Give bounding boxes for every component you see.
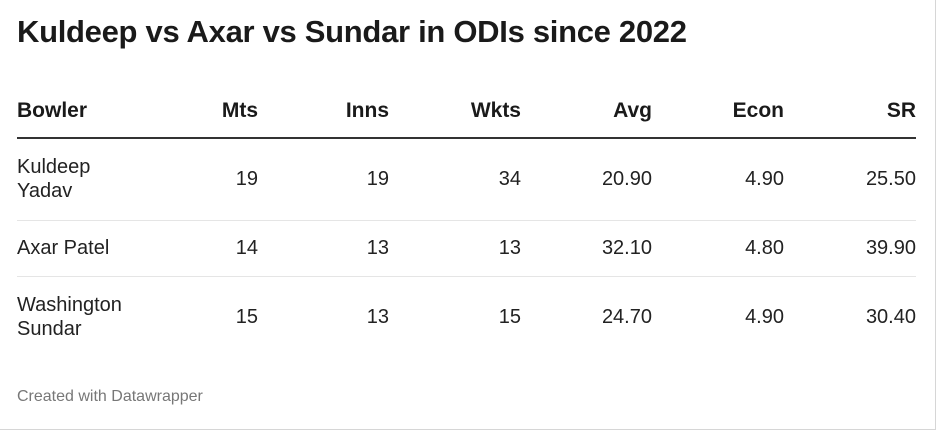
table-row: Kuldeep Yadav 19 19 34 20.90 4.90 25.50 bbox=[17, 138, 916, 221]
cell-avg: 20.90 bbox=[521, 138, 652, 221]
table-header-row: Bowler Mts Inns Wkts Avg Econ SR bbox=[17, 84, 916, 139]
bowler-name-line2: Sundar bbox=[17, 318, 82, 341]
credit-footer: Created with Datawrapper bbox=[17, 388, 203, 405]
cell-sr: 25.50 bbox=[784, 138, 916, 221]
cell-mts: 15 bbox=[235, 305, 258, 328]
column-header-mts: Mts bbox=[127, 84, 258, 139]
bowler-name-line2: Yadav bbox=[17, 180, 73, 203]
cell-bowler: Kuldeep Yadav bbox=[17, 138, 127, 221]
table-row: Axar Patel 14 13 13 32.10 4.80 39.90 bbox=[17, 220, 916, 277]
column-header-sr: SR bbox=[784, 84, 916, 139]
cell-bowler: Washington Sundar bbox=[17, 276, 127, 358]
cell-bowler: Axar Patel bbox=[17, 220, 127, 277]
stats-table: Bowler Mts Inns Wkts Avg Econ SR Kuldeep… bbox=[17, 84, 916, 358]
cell-econ: 4.80 bbox=[652, 220, 784, 277]
cell-avg: 24.70 bbox=[601, 305, 652, 328]
cell-econ: 4.90 bbox=[745, 305, 784, 328]
cell-sr: 30.40 bbox=[865, 305, 916, 328]
table-row: Washington Sundar 15 13 15 24.70 4.90 30.… bbox=[17, 276, 916, 358]
column-header-avg: Avg bbox=[521, 84, 652, 139]
cell-sr: 39.90 bbox=[784, 220, 916, 277]
bowler-name-line1: Washington bbox=[17, 294, 122, 317]
cell-avg: 32.10 bbox=[521, 220, 652, 277]
column-header-wkts: Wkts bbox=[389, 84, 521, 139]
cell-wkts: 13 bbox=[389, 220, 521, 277]
cell-mts: 19 bbox=[127, 138, 258, 221]
bowler-name-line1: Kuldeep bbox=[17, 156, 91, 179]
cell-econ: 4.90 bbox=[652, 138, 784, 221]
cell-inns: 19 bbox=[258, 138, 389, 221]
column-header-inns: Inns bbox=[258, 84, 389, 139]
column-header-bowler: Bowler bbox=[17, 84, 127, 139]
chart-title: Kuldeep vs Axar vs Sundar in ODIs since … bbox=[17, 14, 687, 49]
cell-inns: 13 bbox=[366, 305, 389, 328]
bowler-name-line1: Axar Patel bbox=[17, 237, 110, 259]
column-header-econ: Econ bbox=[652, 84, 784, 139]
cell-wkts: 34 bbox=[389, 138, 521, 221]
cell-mts: 14 bbox=[127, 220, 258, 277]
cell-inns: 13 bbox=[258, 220, 389, 277]
cell-wkts: 15 bbox=[498, 305, 521, 328]
